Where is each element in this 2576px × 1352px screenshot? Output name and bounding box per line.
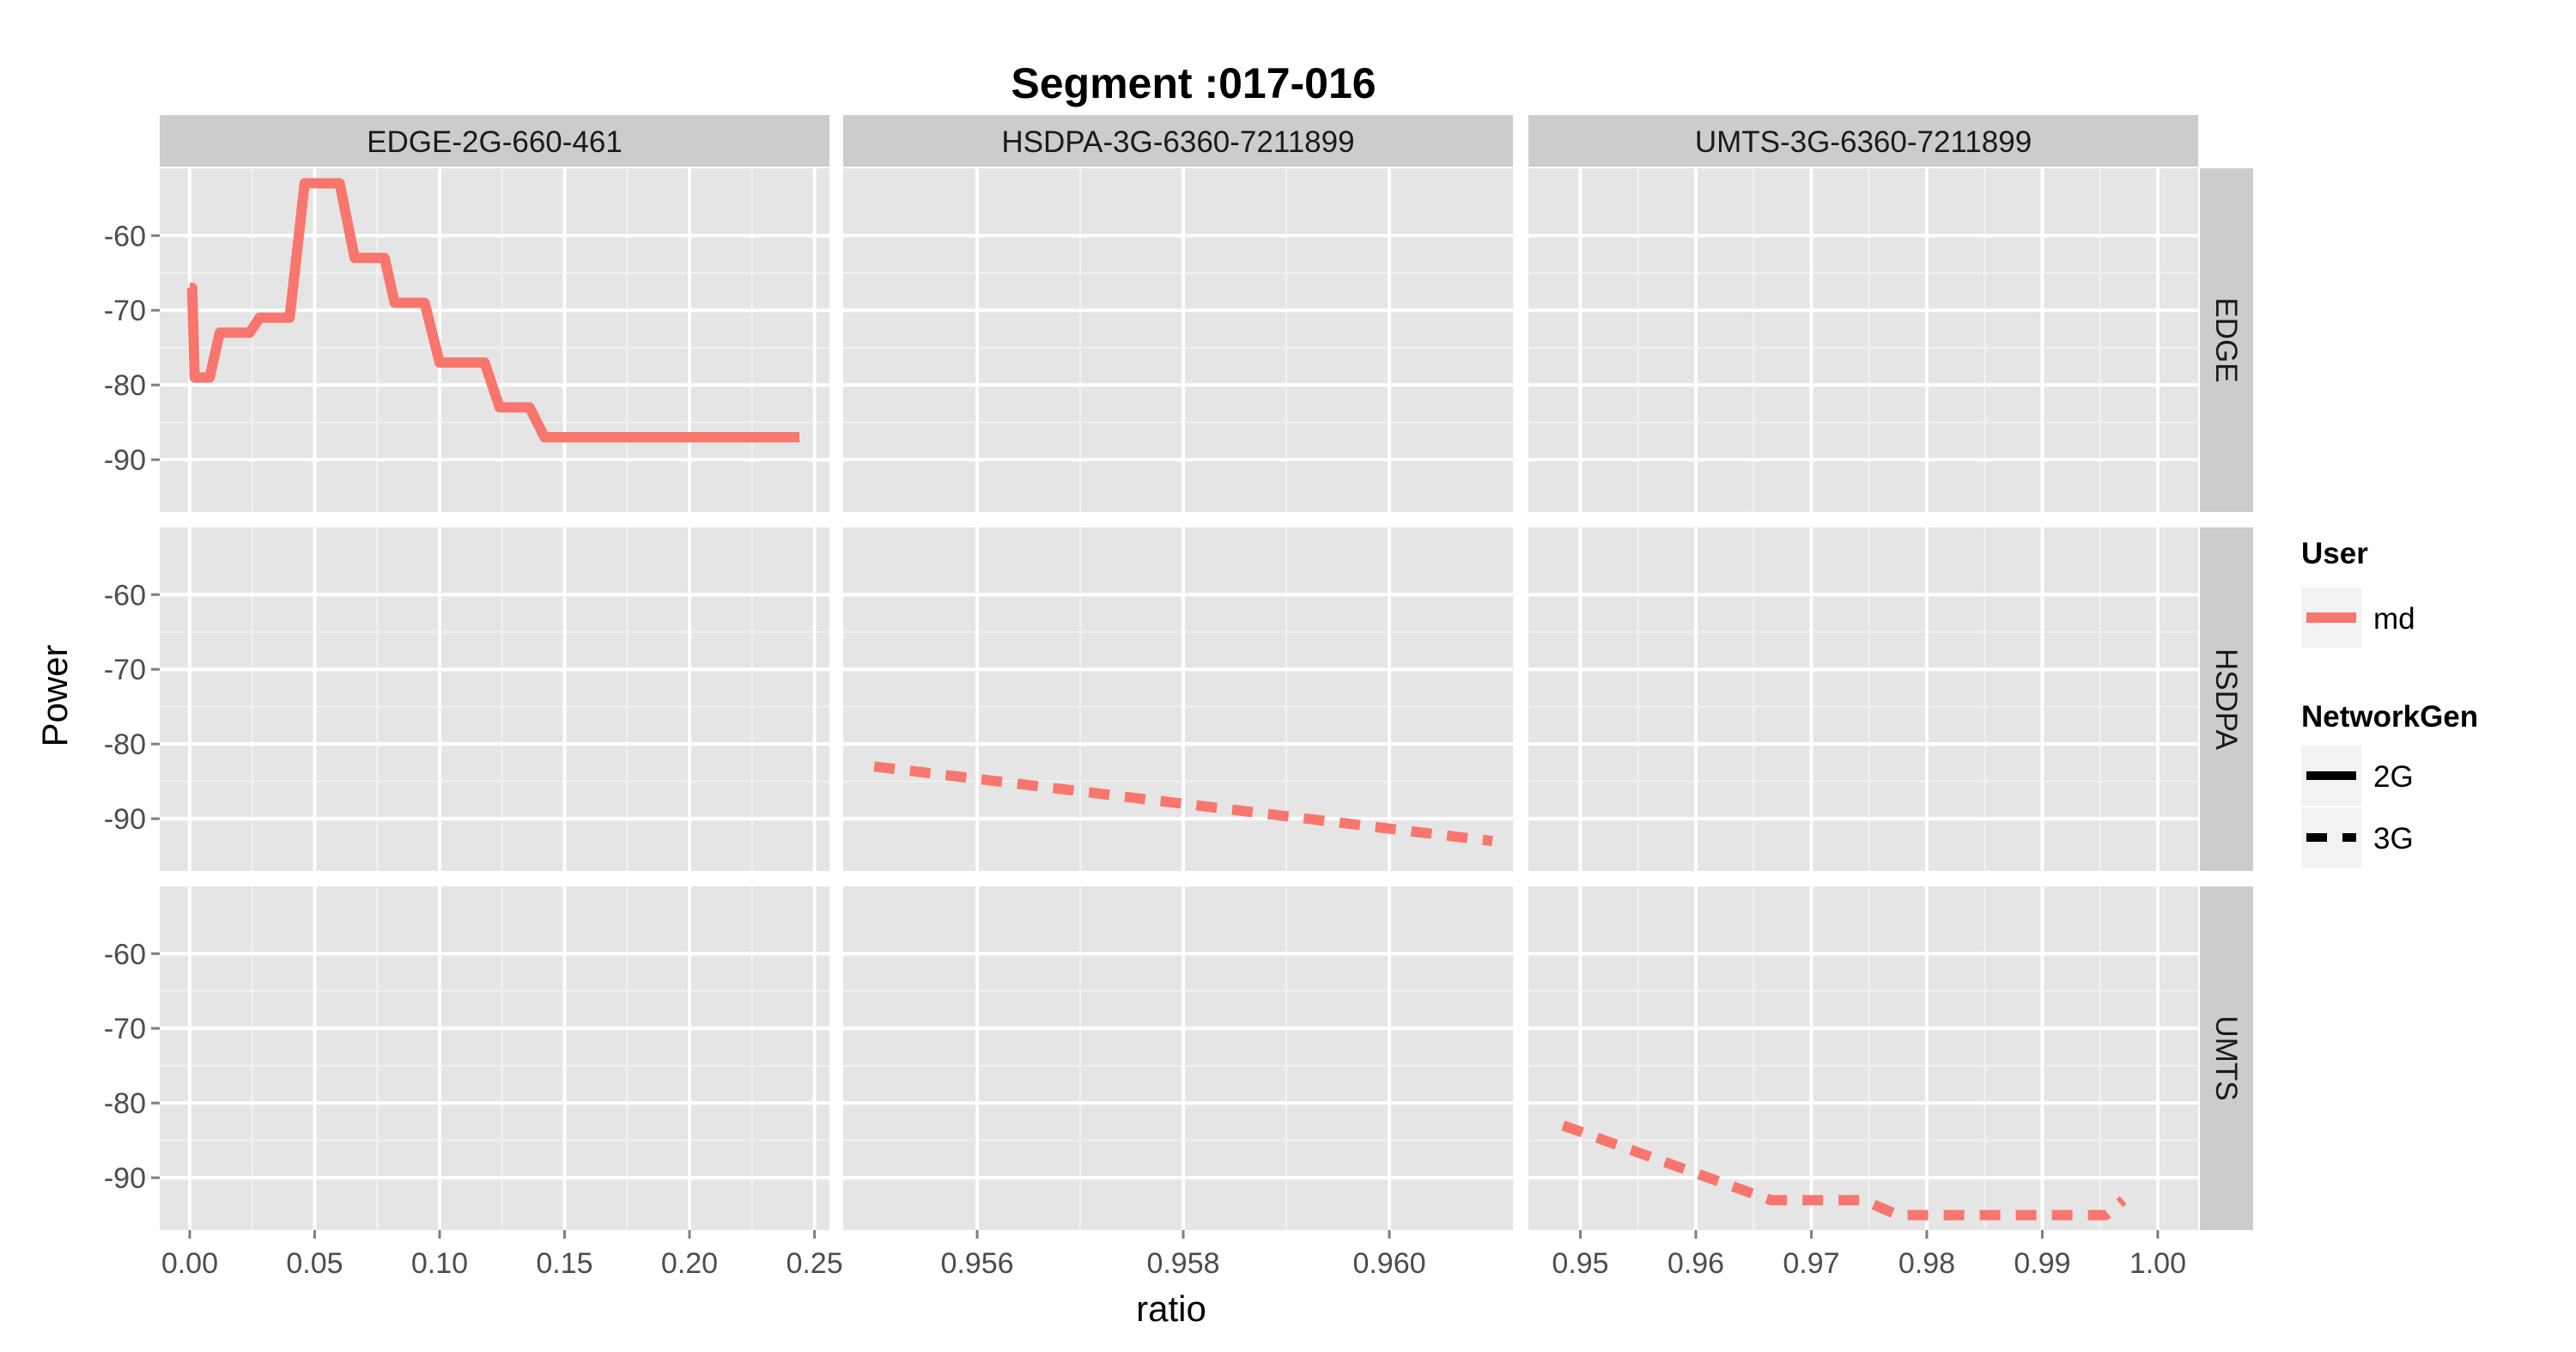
y-tick-label: -80 bbox=[104, 728, 146, 761]
panel-background bbox=[160, 168, 829, 512]
facet-panel-r2-c2 bbox=[1528, 886, 2198, 1230]
y-tick-label: -90 bbox=[104, 803, 146, 836]
y-tick-label: -90 bbox=[104, 444, 146, 477]
facet-strips: EDGE-2G-660-461 HSDPA-3G-6360-7211899 UMTS… bbox=[160, 115, 2253, 1230]
y-tick-label: -70 bbox=[104, 654, 146, 686]
row-strip-label: EDGE bbox=[2209, 297, 2243, 382]
x-tick-label: 0.99 bbox=[2014, 1247, 2070, 1280]
x-tick-label: 0.95 bbox=[1552, 1247, 1608, 1280]
x-tick-label: 1.00 bbox=[2129, 1247, 2186, 1280]
y-axes: -60 -70 -80 -90 -60 -70 -80 -90 -60 -70 -80 -90 bbox=[104, 220, 160, 1195]
row-strip bbox=[2200, 527, 2253, 871]
x-tick-label: 0.15 bbox=[536, 1247, 592, 1280]
column-strip-label: EDGE-2G-660-461 bbox=[367, 125, 623, 159]
x-tick-label: 0.05 bbox=[286, 1247, 343, 1280]
chart-title: Segment :017-016 bbox=[1011, 59, 1376, 107]
facet-panels bbox=[160, 168, 2198, 1230]
row-strip-label: HSDPA bbox=[2209, 649, 2243, 751]
data-lines bbox=[186, 178, 2127, 1221]
legend-label-networkgen: 2G bbox=[2373, 760, 2414, 794]
row-strip bbox=[2200, 886, 2253, 1230]
panel-background bbox=[843, 168, 1513, 512]
panel-background bbox=[160, 886, 829, 1230]
y-tick-label: -80 bbox=[104, 369, 146, 402]
facet-panel-r2-c0 bbox=[160, 886, 829, 1230]
x-tick-label: 0.960 bbox=[1352, 1247, 1425, 1280]
y-tick-label: -70 bbox=[104, 1013, 146, 1045]
y-tick-label: -70 bbox=[104, 295, 146, 327]
y-tick-label: -90 bbox=[104, 1162, 146, 1195]
panel-background bbox=[843, 886, 1513, 1230]
series-line-3g-r2-c2 bbox=[1561, 1120, 2127, 1221]
legend-title-user: User bbox=[2301, 537, 2368, 570]
legend-title-networkgen: NetworkGen bbox=[2301, 700, 2478, 734]
x-tick-label: 0.958 bbox=[1146, 1247, 1219, 1280]
panel-background bbox=[843, 527, 1513, 871]
panel-background bbox=[1528, 527, 2198, 871]
facet-panel-r0-c1 bbox=[843, 168, 1513, 512]
y-axis-title: Power bbox=[34, 644, 75, 746]
facet-panel-r1-c0 bbox=[160, 527, 829, 871]
x-tick-label: 0.25 bbox=[786, 1247, 842, 1280]
legend-label-networkgen: 3G bbox=[2373, 822, 2414, 856]
y-tick-label: -60 bbox=[104, 220, 146, 253]
facet-panel-r2-c1 bbox=[843, 886, 1513, 1230]
series-line-2g-r0-c0 bbox=[186, 178, 800, 442]
facet-panel-r1-c1 bbox=[843, 527, 1513, 871]
facet-panel-r0-c2 bbox=[1528, 168, 2198, 512]
column-strip bbox=[160, 115, 829, 167]
series-line-3g-r1-c1 bbox=[873, 761, 1493, 847]
x-axes: 0.00 0.05 0.10 0.15 0.20 0.25 0.956 0.958 0.960 0… bbox=[161, 1230, 2186, 1280]
column-strip-label: HSDPA-3G-6360-7211899 bbox=[1001, 125, 1354, 159]
column-strip bbox=[1528, 115, 2198, 167]
x-tick-label: 0.96 bbox=[1668, 1247, 1724, 1280]
x-tick-label: 0.98 bbox=[1899, 1247, 1955, 1280]
y-tick-label: -60 bbox=[104, 579, 146, 612]
legend-label-user: md bbox=[2373, 602, 2415, 636]
x-tick-label: 0.97 bbox=[1783, 1247, 1839, 1280]
panel-background bbox=[160, 527, 829, 871]
row-strip bbox=[2200, 168, 2253, 512]
column-strip bbox=[843, 115, 1513, 167]
panel-background bbox=[1528, 168, 2198, 512]
x-tick-label: 0.20 bbox=[661, 1247, 718, 1280]
x-tick-label: 0.10 bbox=[411, 1247, 468, 1280]
y-tick-label: -80 bbox=[104, 1087, 146, 1120]
row-strip-label: UMTS bbox=[2209, 1015, 2243, 1100]
facet-panel-r0-c0 bbox=[160, 168, 829, 512]
x-axis-title: ratio bbox=[1136, 1288, 1206, 1329]
x-tick-label: 0.956 bbox=[940, 1247, 1013, 1280]
facet-panel-r1-c2 bbox=[1528, 527, 2198, 871]
column-strip-label: UMTS-3G-6360-7211899 bbox=[1695, 125, 2032, 159]
y-tick-label: -60 bbox=[104, 938, 146, 971]
panel-background bbox=[1528, 886, 2198, 1230]
x-tick-label: 0.00 bbox=[161, 1247, 218, 1280]
